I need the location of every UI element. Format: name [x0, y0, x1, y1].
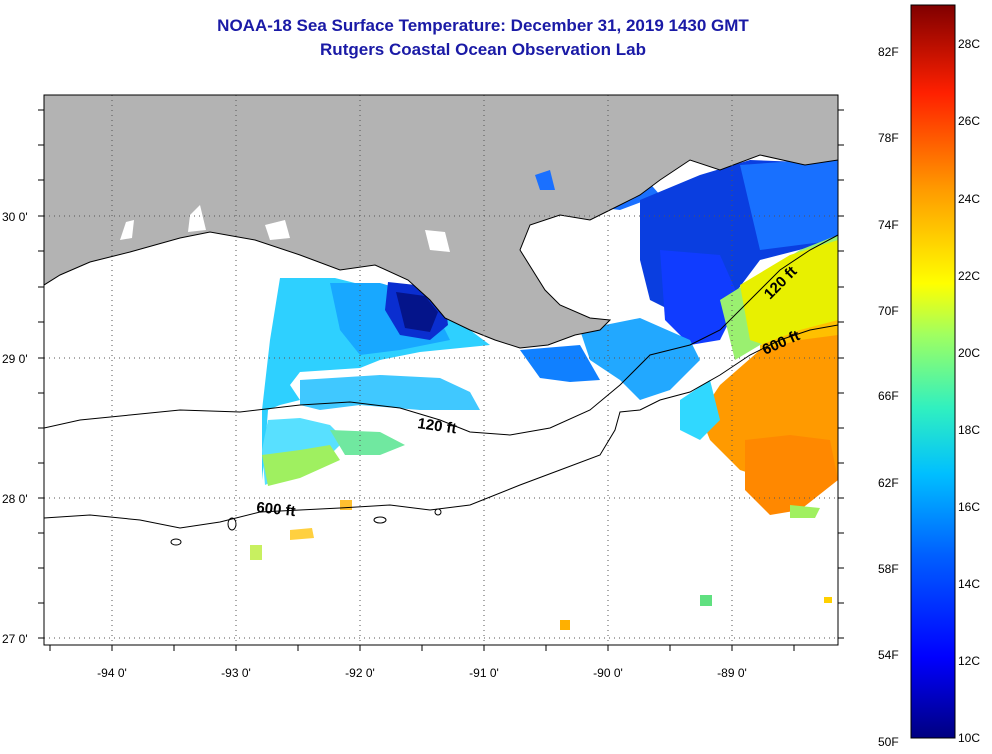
colorbar-c-26: 26C [958, 114, 980, 128]
colorbar-c-20: 20C [958, 346, 980, 360]
colorbar-f-70: 70F [878, 304, 899, 318]
colorbar-c-12: 12C [958, 654, 980, 668]
sst-data-layer [250, 158, 838, 630]
colorbar-c-28: 28C [958, 37, 980, 51]
colorbar-f-50: 50F [878, 735, 899, 749]
colorbar-c-16: 16C [958, 500, 980, 514]
graticule [44, 95, 838, 645]
colorbar-c-14: 14C [958, 577, 980, 591]
lon-label-89: -89 0' [717, 666, 747, 680]
lat-label-27: 27 0' [2, 632, 28, 646]
land-mass [44, 95, 838, 349]
lon-label-91: -91 0' [469, 666, 499, 680]
lon-label-94: -94 0' [97, 666, 127, 680]
colorbar-c-24: 24C [958, 192, 980, 206]
map-subtitle: Rutgers Coastal Ocean Observation Lab [320, 40, 646, 59]
colorbar-f-62: 62F [878, 476, 899, 490]
colorbar-f-74: 74F [878, 218, 899, 232]
colorbar-c-10: 10C [958, 731, 980, 745]
contour-120ft [44, 234, 838, 436]
lon-label-93: -93 0' [221, 666, 251, 680]
lat-label-29: 29 0' [2, 352, 28, 366]
contour-label-600ft: 600 ft [256, 499, 297, 520]
map-frame [43, 94, 839, 646]
colorbar-f-54: 54F [878, 648, 899, 662]
lat-label-28: 28 0' [2, 492, 28, 506]
lon-label-90: -90 0' [593, 666, 623, 680]
colorbar [910, 4, 956, 739]
colorbar-f-58: 58F [878, 562, 899, 576]
contour-600ft [44, 324, 838, 529]
colorbar-f-66: 66F [878, 389, 899, 403]
map-title: NOAA-18 Sea Surface Temperature: Decembe… [217, 16, 749, 35]
colorbar-f-78: 78F [878, 131, 899, 145]
colorbar-c-18: 18C [958, 423, 980, 437]
colorbar-c-22: 22C [958, 269, 980, 283]
lon-label-92: -92 0' [345, 666, 375, 680]
lat-label-30: 30 0' [2, 210, 28, 224]
colorbar-f-82: 82F [878, 45, 899, 59]
contour-label-120ft: 120 ft [416, 415, 457, 437]
